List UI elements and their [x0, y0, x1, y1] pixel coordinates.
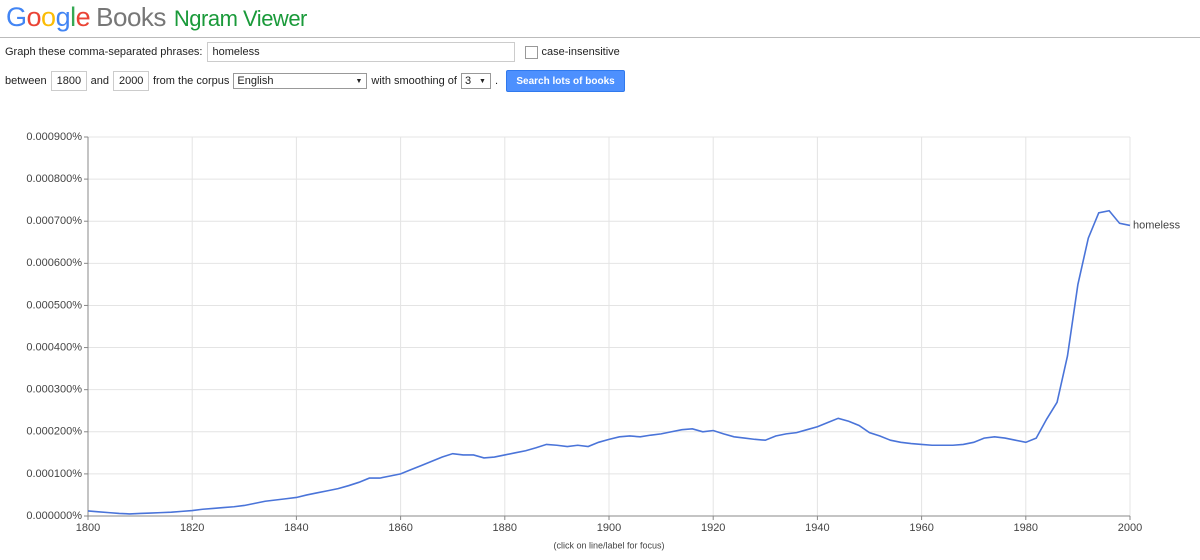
y-tick-label: 0.000100% [26, 468, 82, 480]
logo[interactable]: Google Books Ngram Viewer [6, 2, 307, 33]
corpus-select[interactable]: English [233, 73, 368, 89]
header: Google Books Ngram Viewer [0, 0, 1200, 38]
options-row: between 1800 and 2000 from the corpus En… [5, 70, 626, 92]
x-tick-label: 1900 [597, 522, 621, 534]
x-tick-label: 1820 [180, 522, 204, 534]
checkbox[interactable] [524, 45, 538, 59]
y-tick-label: 0.000900% [26, 131, 82, 143]
search-button[interactable]: Search lots of books [506, 70, 626, 92]
logo-letter: o [41, 2, 56, 32]
x-tick-label: 1960 [909, 522, 933, 534]
y-tick-label: 0.000600% [26, 257, 82, 269]
x-tick-label: 1860 [388, 522, 412, 534]
x-tick-label: 2000 [1118, 522, 1142, 534]
series-label[interactable]: homeless [1133, 219, 1181, 231]
label: with smoothing of [371, 75, 457, 87]
label: . [494, 75, 499, 87]
smoothing-select[interactable]: 3 [460, 73, 491, 89]
x-tick-label: 1880 [493, 522, 517, 534]
x-tick-label: 1980 [1014, 522, 1038, 534]
y-tick-label: 0.000400% [26, 341, 82, 353]
y-tick-label: 0.000700% [26, 215, 82, 227]
y-tick-label: 0.000300% [26, 384, 82, 396]
end-year-input[interactable]: 2000 [112, 71, 149, 91]
footer-note: (click on line/label for focus) [553, 540, 664, 550]
logo-letter: g [55, 2, 71, 32]
x-tick-label: 1940 [805, 522, 829, 534]
brand: Books [96, 2, 166, 32]
product: Ngram Viewer [173, 6, 307, 31]
phrase-input[interactable]: homeless [206, 42, 515, 62]
phrase-row: Graph these comma-separated phrases: hom… [5, 42, 620, 62]
y-tick-label: 0.000800% [26, 173, 82, 185]
label: case-insensitive [541, 46, 620, 58]
series-line [87, 209, 1131, 515]
logo-letter: e [75, 2, 91, 32]
x-tick-label: 1800 [76, 522, 100, 534]
y-tick-label: 0.000200% [26, 426, 82, 438]
y-tick-label: 0.000500% [26, 299, 82, 311]
logo-letter: o [26, 2, 42, 32]
y-tick-label: 0.000000% [26, 510, 82, 522]
start-year-input[interactable]: 1800 [50, 71, 87, 91]
x-tick-label: 1920 [701, 522, 725, 534]
chart: (click on line/label for focus) 0.000000… [26, 131, 1181, 550]
logo-letter: l [70, 2, 76, 32]
label: and [90, 75, 109, 87]
x-tick-label: 1840 [284, 522, 308, 534]
label: Graph these comma-separated phrases: [5, 46, 203, 58]
label: from the corpus [152, 75, 230, 87]
label: between [5, 75, 47, 87]
logo-letter: G [6, 2, 27, 32]
